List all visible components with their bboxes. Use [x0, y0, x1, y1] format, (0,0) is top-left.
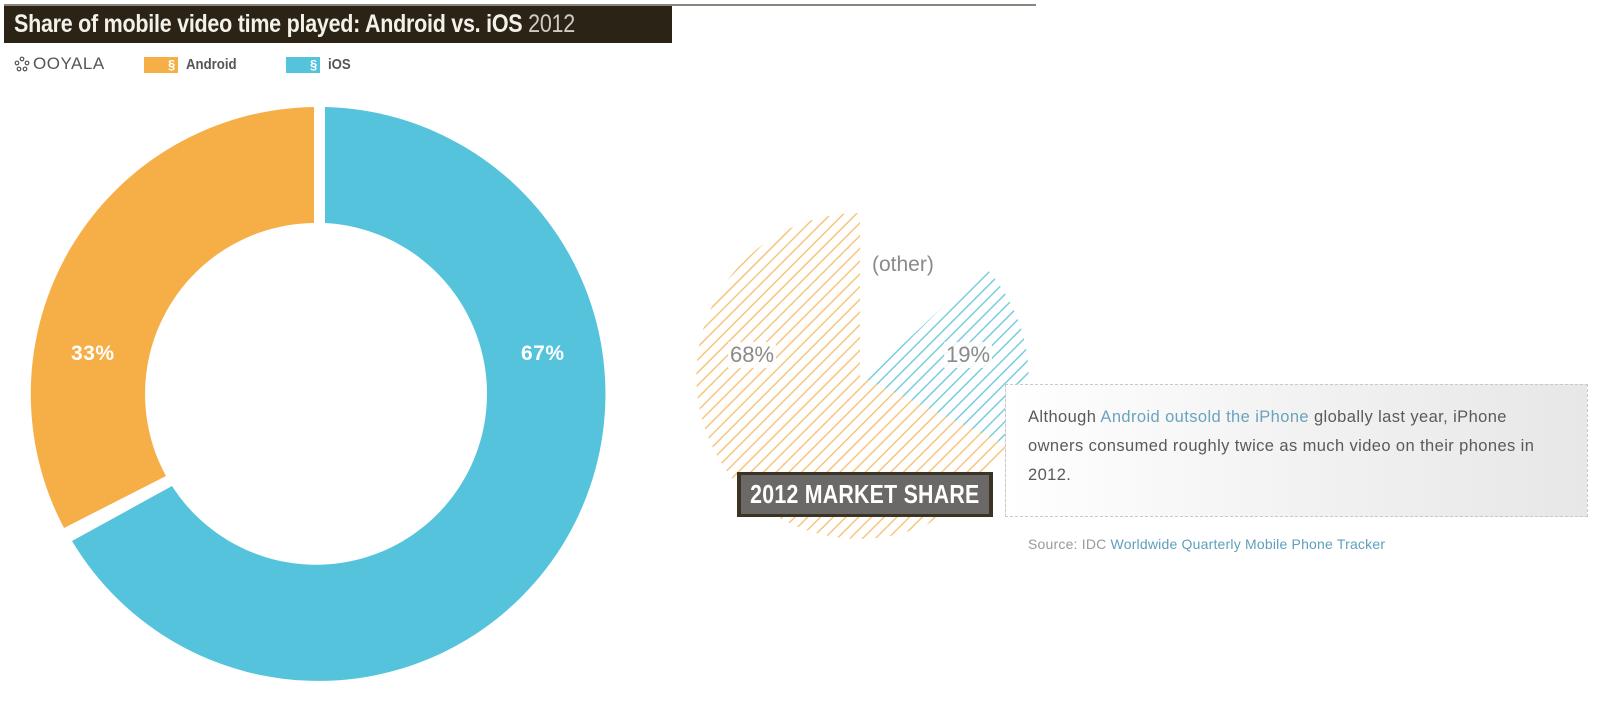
source-link[interactable]: Worldwide Quarterly Mobile Phone Tracker — [1110, 536, 1386, 552]
android-swatch: § — [144, 56, 178, 73]
source-note: Source: IDC Worldwide Quarterly Mobile P… — [1028, 536, 1385, 552]
brand-name: OOYALA — [33, 54, 105, 73]
phone-icon: § — [168, 56, 176, 72]
legend-label-android: Android — [186, 56, 237, 73]
source-prefix: Source: IDC — [1028, 536, 1111, 552]
top-rule — [4, 4, 1036, 6]
legend-label-ios: iOS — [328, 56, 351, 73]
donut-label-ios: 67% — [521, 342, 565, 365]
phone-icon: § — [310, 56, 318, 72]
donut-label-android: 33% — [71, 342, 115, 365]
callout-prefix: Although — [1028, 408, 1101, 426]
callout-text: Although Android outsold the iPhone glob… — [1028, 403, 1565, 490]
callout-box: Although Android outsold the iPhone glob… — [1005, 384, 1588, 517]
ios-swatch: § — [286, 56, 320, 73]
pie-label-android: 68% — [728, 342, 777, 368]
legend-item-ios: § iOS — [286, 56, 354, 73]
legend: OOYALA § Android § iOS — [14, 52, 351, 76]
title-year: 2012 — [528, 10, 575, 38]
pie-slice-android — [696, 212, 1007, 539]
donut-slice-ios — [72, 107, 606, 681]
market-share-tag-inner: 2012 MARKET SHARE — [741, 475, 989, 514]
brand: OOYALA — [14, 54, 105, 74]
ooyala-logo-icon — [14, 56, 30, 72]
pie-label-other: (other) — [870, 253, 936, 277]
chart-title: Share of mobile video time played: Andro… — [14, 10, 575, 38]
title-bar: Share of mobile video time played: Andro… — [4, 6, 672, 43]
callout-link[interactable]: Android outsold the iPhone — [1100, 408, 1309, 426]
callout-suffix: globally last year, iPhone owners consum… — [1028, 408, 1535, 484]
legend-item-android: § Android — [144, 56, 244, 73]
donut-slice-android — [30, 107, 314, 528]
pie-label-ios: 19% — [944, 342, 993, 368]
market-share-tag-text: 2012 MARKET SHARE — [750, 479, 980, 509]
market-share-tag: 2012 MARKET SHARE — [737, 472, 993, 517]
